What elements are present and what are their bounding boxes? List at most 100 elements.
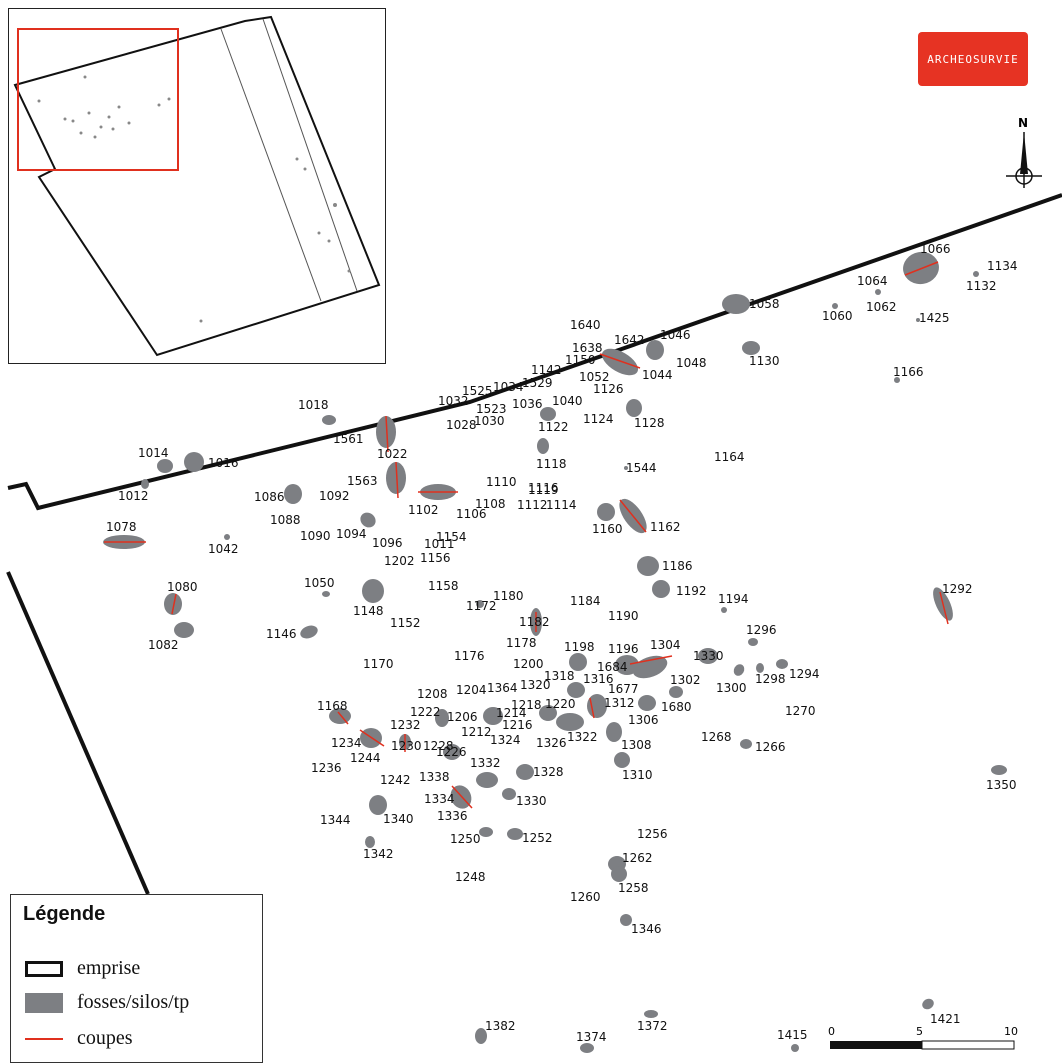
legend-item-fosses: fosses/silos/tp (25, 991, 189, 1014)
feature-label: 1112 (517, 498, 548, 512)
feature-label: 1294 (789, 667, 820, 681)
feature-label: 1372 (637, 1019, 668, 1033)
feature-pit (580, 1043, 594, 1053)
feature-label: 1218 (511, 698, 542, 712)
feature-label: 1186 (662, 559, 693, 573)
legend-item-emprise: emprise (25, 957, 140, 980)
feature-label: 1046 (660, 328, 691, 342)
fosses-swatch (25, 992, 63, 1013)
feature-label: 1180 (493, 589, 524, 603)
feature-label: 1226 (436, 745, 467, 759)
feature-pit (322, 415, 336, 425)
emprise-swatch (25, 960, 63, 977)
feature-label: 1330 (516, 794, 547, 808)
section-line (904, 261, 939, 276)
feature-label: 1118 (536, 457, 567, 471)
feature-label: 1160 (592, 522, 623, 536)
feature-pit (476, 600, 484, 608)
feature-pit (284, 484, 302, 504)
feature-pit (360, 512, 376, 528)
feature-label: 1320 (520, 678, 551, 692)
section-line (337, 711, 349, 725)
feature-label: 1196 (608, 642, 639, 656)
feature-label: 1326 (536, 736, 567, 750)
feature-label: 1232 (390, 718, 421, 732)
legend-item-coupes: coupes (25, 1027, 133, 1050)
feature-label: 1266 (755, 740, 786, 754)
legend-label: emprise (77, 957, 141, 979)
feature-label: 1152 (390, 616, 421, 630)
feature-label: 1124 (583, 412, 614, 426)
feature-pit (991, 765, 1007, 775)
feature-label: 1204 (456, 683, 487, 697)
section-line (359, 729, 385, 747)
feature-label: 1156 (420, 551, 451, 565)
north-label: N (1018, 116, 1029, 130)
feature-label: 1060 (822, 309, 853, 323)
map-legend: Légende emprise fosses/silos/tp coupes (10, 894, 263, 1063)
feature-label: 1170 (363, 657, 394, 671)
feature-label: 1022 (377, 447, 408, 461)
feature-label: 1028 (446, 418, 477, 432)
feature-pit (537, 438, 549, 454)
feature-label: 1214 (496, 706, 527, 720)
feature-label: 1230 (391, 739, 422, 753)
sections-layer (104, 261, 949, 809)
feature-label: 1116 (528, 481, 559, 495)
feature-label: 1346 (631, 922, 662, 936)
section-line (451, 785, 473, 809)
inset-inner-line-2 (262, 18, 358, 292)
feature-label: 1252 (522, 831, 553, 845)
feature-label: 1244 (350, 751, 381, 765)
feature-label: 1094 (336, 527, 367, 541)
feature-label: 1260 (570, 890, 601, 904)
feature-label: 1134 (987, 259, 1018, 273)
feature-pit (626, 399, 642, 417)
feature-label: 1364 (487, 681, 518, 695)
feature-label: 1178 (506, 636, 537, 650)
feature-label: 1328 (533, 765, 564, 779)
feature-label: 1300 (716, 681, 747, 695)
feature-label: 1425 (919, 311, 950, 325)
feature-label: 1168 (317, 699, 348, 713)
feature-label: 1382 (485, 1019, 516, 1033)
feature-label: 1172 (466, 599, 497, 613)
feature-label: 1234 (331, 736, 362, 750)
feature-label: 1162 (650, 520, 681, 534)
feature-label: 1012 (118, 489, 149, 503)
feature-pit (184, 452, 204, 472)
feature-label: 1058 (749, 297, 780, 311)
feature-label: 1128 (634, 416, 665, 430)
feature-pit (479, 827, 493, 837)
feature-pit (721, 607, 727, 613)
feature-pit (164, 593, 182, 615)
feature-label: 1034 (493, 380, 524, 394)
feature-label: 1525 (462, 384, 493, 398)
feature-pit (483, 707, 503, 725)
feature-label: 1198 (564, 640, 595, 654)
feature-pit (722, 294, 750, 314)
feature-label: 1334 (424, 792, 455, 806)
feature-label: 1066 (920, 242, 951, 256)
feature-pit (973, 271, 979, 277)
feature-pit (916, 318, 920, 322)
feature-label: 1684 (597, 660, 628, 674)
feature-label: 1318 (544, 669, 575, 683)
feature-label: 1078 (106, 520, 137, 534)
feature-label: 1523 (476, 402, 507, 416)
feature-pit (597, 503, 615, 521)
inset-emprise (13, 15, 381, 357)
section-line (589, 697, 595, 719)
section-line (939, 591, 949, 625)
feature-pit (740, 739, 752, 749)
feature-label: 1184 (570, 594, 601, 608)
feature-pit (435, 709, 449, 727)
feature-pit (638, 695, 656, 711)
feature-label: 1642 (614, 333, 645, 347)
feature-label: 1154 (436, 530, 467, 544)
feature-pit (875, 289, 881, 295)
feature-label: 1119 (528, 483, 559, 497)
feature-pit (362, 579, 384, 603)
feature-label: 1250 (450, 832, 481, 846)
feature-labels-layer: 1066 1134 1132 1064 1062 1060 1058 1425 1640 1642… (106, 242, 1018, 1044)
